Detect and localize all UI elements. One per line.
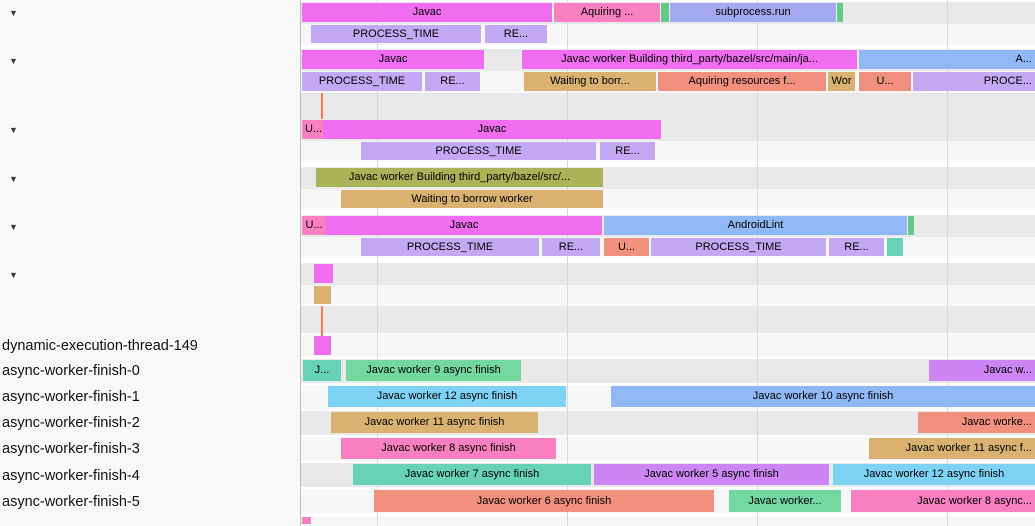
- timeline-slice[interactable]: Aquiring resources f...: [658, 72, 826, 91]
- time-gridline: [947, 0, 948, 526]
- sidebar-item[interactable]: ▼dynamic-execution-thread-148: [0, 265, 300, 286]
- timeline-slice[interactable]: PROCESS_TIME: [361, 142, 596, 160]
- timeline-slice[interactable]: Javac: [323, 120, 661, 139]
- timeline-slice[interactable]: U...: [859, 72, 911, 91]
- timeline-slice[interactable]: Javac worker Building third_party/bazel/…: [522, 50, 857, 69]
- timeline-slice[interactable]: Javac w...: [929, 360, 1035, 381]
- timeline-slice[interactable]: [314, 336, 331, 355]
- track-label: dynamic-execution-thread-149: [2, 338, 198, 354]
- timeline-slice[interactable]: Javac: [326, 216, 602, 235]
- timeline-slice[interactable]: Wor: [828, 72, 855, 91]
- timeline-slice[interactable]: [314, 264, 333, 283]
- timeline-slice[interactable]: Javac worker 12 async finish: [328, 386, 566, 407]
- timeline-slice[interactable]: RE...: [485, 25, 547, 43]
- timeline-slice[interactable]: Javac worker 11 async f...: [869, 438, 1035, 459]
- time-gridline: [377, 0, 378, 526]
- timeline-slice[interactable]: U...: [302, 216, 326, 235]
- timeline-slice[interactable]: Javac worker 8 async finish: [341, 438, 556, 459]
- sidebar-item[interactable]: ▼dynamic-execution-thread-143: [0, 3, 300, 24]
- timeline-slice[interactable]: [661, 3, 669, 22]
- track-row: [301, 93, 1035, 119]
- track-row: [301, 306, 1035, 333]
- time-gridline: [757, 0, 758, 526]
- timeline-slice[interactable]: [837, 3, 843, 22]
- track-row: [301, 335, 1035, 357]
- sidebar-item[interactable]: ▼dynamic-execution-thread-146: [0, 169, 300, 190]
- sidebar-item[interactable]: dynamic-execution-thread-149: [0, 336, 300, 357]
- timeline-slice[interactable]: A...: [859, 50, 1035, 69]
- track-label: async-worker-finish-4: [2, 468, 140, 484]
- track-row: [301, 516, 1035, 526]
- collapse-arrow-icon[interactable]: ▼: [9, 174, 18, 184]
- timeline-slice[interactable]: Javac worker 7 async finish: [353, 464, 591, 485]
- timeline-slice[interactable]: PROCESS_TIME: [361, 238, 539, 256]
- timeline-slice[interactable]: Javac worker Building third_party/bazel/…: [316, 168, 603, 187]
- timeline-slice[interactable]: J...: [303, 360, 341, 381]
- timeline-slice[interactable]: [314, 286, 331, 304]
- sidebar-item[interactable]: ▼dynamic-execution-thread-145: [0, 120, 300, 141]
- timeline-slice[interactable]: Aquiring ...: [554, 3, 660, 22]
- timeline-slice[interactable]: Javac: [302, 50, 484, 69]
- timeline-slice[interactable]: RE...: [600, 142, 655, 160]
- timeline-slice[interactable]: [908, 216, 914, 235]
- timeline-slice[interactable]: Waiting to borrow worker: [341, 190, 603, 208]
- timeline-slice[interactable]: PROCE...: [913, 72, 1035, 91]
- collapse-arrow-icon[interactable]: ▼: [9, 125, 18, 135]
- timeline-slice[interactable]: [302, 517, 311, 524]
- timeline-slice[interactable]: Javac worker 5 async finish: [594, 464, 829, 485]
- timeline-slice[interactable]: RE...: [542, 238, 600, 256]
- sidebar-item[interactable]: async-worker-finish-2: [0, 413, 300, 434]
- selection-marker: [321, 306, 323, 337]
- timeline-slice[interactable]: Javac worker...: [729, 490, 841, 512]
- timeline-slice[interactable]: Javac worke...: [918, 412, 1035, 433]
- timeline-slice[interactable]: Javac worker 6 async finish: [374, 490, 714, 512]
- selection-marker: [321, 93, 323, 119]
- collapse-arrow-icon[interactable]: ▼: [9, 270, 18, 280]
- collapse-arrow-icon[interactable]: ▼: [9, 56, 18, 66]
- timeline-slice[interactable]: U...: [302, 120, 323, 139]
- sidebar-item[interactable]: ▼dynamic-execution-thread-144: [0, 51, 300, 72]
- track-row: [301, 263, 1035, 285]
- timeline-canvas[interactable]: Javac Aquiring ... subprocess.run PROCESS_T…: [301, 0, 1035, 526]
- timeline-slice[interactable]: Waiting to borr...: [524, 72, 656, 91]
- timeline-slice[interactable]: subprocess.run: [670, 3, 836, 22]
- timeline-slice[interactable]: PROCESS_TIME: [651, 238, 826, 256]
- timeline-slice[interactable]: Javac worker 11 async finish: [331, 412, 538, 433]
- time-gridline: [567, 0, 568, 526]
- sidebar-item[interactable]: ▼dynamic-execution-thread-147: [0, 217, 300, 238]
- timeline-slice[interactable]: Javac worker 10 async finish: [611, 386, 1035, 407]
- timeline-slice[interactable]: Javac worker 12 async finish: [833, 464, 1035, 485]
- timeline-slice[interactable]: PROCESS_TIME: [311, 25, 481, 43]
- track-label: async-worker-finish-3: [2, 441, 140, 457]
- sidebar-item[interactable]: async-worker-finish-4: [0, 466, 300, 487]
- sidebar-item[interactable]: async-worker-finish-0: [0, 361, 300, 382]
- track-row: [301, 285, 1035, 306]
- timeline-slice[interactable]: AndroidLint: [604, 216, 907, 235]
- collapse-arrow-icon[interactable]: ▼: [9, 8, 18, 18]
- track-label: async-worker-finish-1: [2, 389, 140, 405]
- track-label: async-worker-finish-2: [2, 415, 140, 431]
- timeline-slice[interactable]: Javac worker 8 async...: [851, 490, 1035, 512]
- track-list: ▼dynamic-execution-thread-143▼dynamic-ex…: [0, 0, 301, 526]
- timeline-slice[interactable]: U...: [604, 238, 649, 256]
- timeline-slice[interactable]: Javac worker 9 async finish: [346, 360, 521, 381]
- sidebar-item[interactable]: async-worker-finish-5: [0, 492, 300, 513]
- timeline-slice[interactable]: RE...: [425, 72, 480, 91]
- track-row: [301, 24, 1035, 45]
- collapse-arrow-icon[interactable]: ▼: [9, 222, 18, 232]
- track-label: async-worker-finish-0: [2, 363, 140, 379]
- track-label: async-worker-finish-5: [2, 494, 140, 510]
- timeline-slice[interactable]: PROCESS_TIME: [302, 72, 422, 91]
- timeline-slice[interactable]: Javac: [302, 3, 552, 22]
- timeline-slice[interactable]: RE...: [829, 238, 884, 256]
- sidebar-item[interactable]: async-worker-finish-1: [0, 387, 300, 408]
- sidebar-item[interactable]: async-worker-finish-3: [0, 439, 300, 460]
- timeline-slice[interactable]: [887, 238, 903, 256]
